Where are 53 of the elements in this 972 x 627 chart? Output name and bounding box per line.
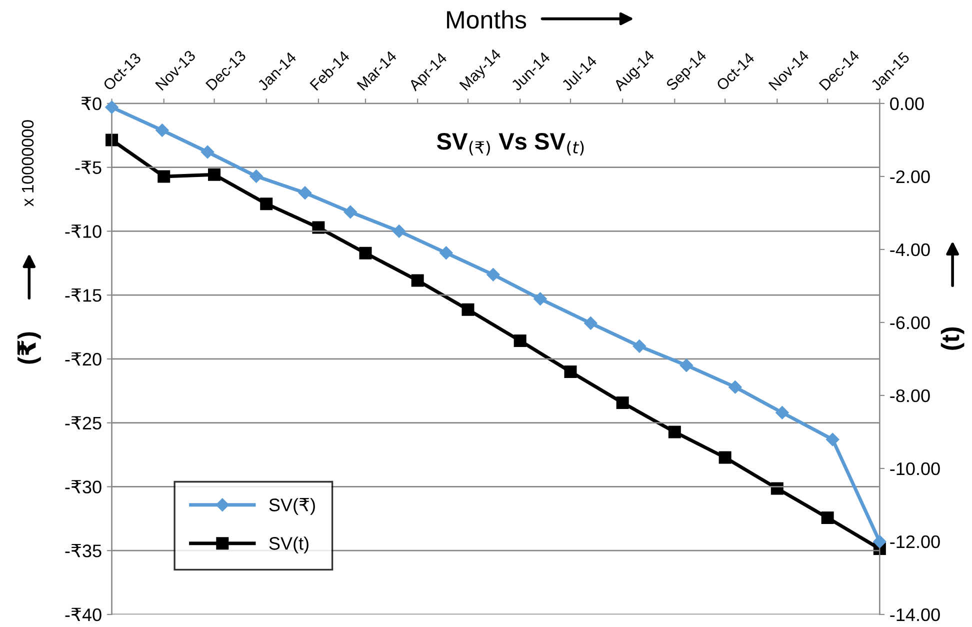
y2-tick-label: -10.00 [890,462,940,476]
point [298,186,312,200]
y-tick-label: ₹0 [81,96,102,110]
y-tick-label: -₹20 [65,352,102,366]
point [158,170,170,183]
point [392,224,406,238]
point [632,340,646,353]
y2-tick-label: -4.00 [890,243,930,256]
y-tick-label: -₹25 [65,416,102,430]
y2-tick-label: -8.00 [890,389,930,402]
y-tick-label: -₹40 [65,608,102,622]
point [440,246,453,260]
x-axis-title: Months [447,10,526,29]
point [200,145,214,159]
point [344,205,357,219]
y-tick-label: -₹35 [65,544,102,558]
point [359,246,372,260]
point [105,100,118,114]
point [584,316,598,330]
point [616,396,629,410]
point [411,274,424,287]
point [208,168,221,181]
point [821,511,834,524]
point [260,198,273,210]
y-tick-label: -₹15 [65,288,102,302]
y2-axis-title: (t) [940,327,964,350]
point [718,451,732,464]
y-tick-label: -₹10 [65,224,102,238]
point [156,124,169,137]
point [680,358,694,372]
y2-tick-label: -2.00 [890,170,930,184]
y-tick-label: -₹30 [65,480,102,494]
y2-tick-label: -14.00 [890,608,940,622]
y-axis-title: (₹) [17,332,41,364]
point [486,268,500,282]
point [776,406,789,420]
point [514,334,526,347]
point [728,380,742,394]
y2-tick-label: 0.00 [890,97,924,110]
y2-tick-label: -12.00 [890,535,940,548]
point [250,170,263,183]
text: x 10000000 [22,120,34,206]
point [668,426,681,438]
y-tick-label: -₹5 [75,160,102,174]
legend-label: SV(₹) [269,498,315,515]
point [873,535,886,548]
point [462,303,474,316]
text: SV$_{(₹)}$ Vs SV$_{(t)}$ [436,133,584,156]
point [534,292,547,306]
point [826,432,840,446]
point [564,365,577,378]
legend-label: SV(t) [269,536,308,554]
y2-tick-label: -6.00 [890,316,930,330]
